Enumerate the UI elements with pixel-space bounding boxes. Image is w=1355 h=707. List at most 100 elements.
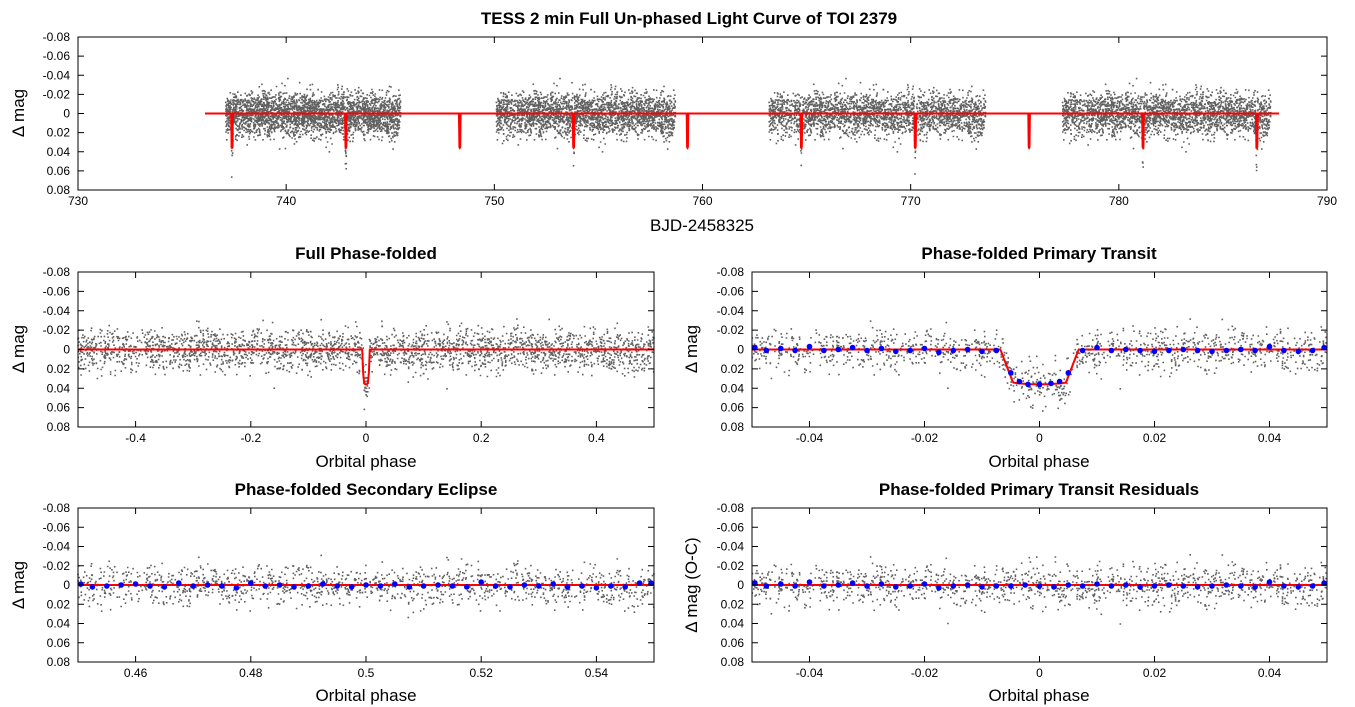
binned-point <box>936 585 942 591</box>
data-points <box>77 318 655 411</box>
y-tick-label: 0.06 <box>47 636 71 650</box>
x-tick-label: 0.2 <box>473 431 490 445</box>
binned-point <box>907 347 913 354</box>
binned-point <box>821 583 827 589</box>
binned-point <box>1252 347 1258 354</box>
y-axis-label: Δ mag <box>9 325 28 373</box>
binned-point <box>878 345 885 352</box>
binned-point <box>363 582 369 588</box>
x-axis-ticks: -0.04 -0.02 0 0.02 0.04 <box>796 508 1282 680</box>
binned-point <box>305 583 312 589</box>
y-axis-ticks: -0.08 -0.06 -0.04 -0.02 0 0.02 0.04 0.06 0.08 <box>43 501 654 669</box>
binned-point <box>118 582 124 588</box>
binned-point <box>821 347 827 354</box>
y-tick-label: -0.04 <box>43 540 71 554</box>
binned-point <box>593 585 600 591</box>
binned-point <box>778 581 784 587</box>
x-axis-label: Orbital phase <box>988 452 1089 471</box>
binned-point <box>1008 370 1014 376</box>
x-tick-label: 760 <box>692 194 712 208</box>
binned-point <box>1048 380 1054 387</box>
binned-point <box>392 581 398 587</box>
model-line <box>752 348 1327 386</box>
y-axis-label: Δ mag <box>682 325 701 373</box>
binned-point <box>1094 344 1100 351</box>
y-tick-label: -0.08 <box>43 501 71 515</box>
binned-point <box>406 584 413 590</box>
binned-point <box>1079 347 1086 354</box>
y-tick-label: -0.06 <box>43 284 71 298</box>
binned-points <box>752 343 1327 388</box>
x-tick-label: -0.02 <box>911 666 939 680</box>
y-tick-label: 0.04 <box>47 145 71 159</box>
model-line <box>78 348 654 386</box>
y-tick-label: 0.08 <box>721 420 745 434</box>
y-tick-label: 0.06 <box>721 636 745 650</box>
binned-point <box>1166 582 1172 588</box>
binned-point <box>835 582 842 588</box>
x-tick-label: 0.5 <box>358 666 375 680</box>
binned-point <box>864 583 870 589</box>
binned-point <box>849 344 856 351</box>
y-tick-label: 0.06 <box>47 164 71 178</box>
binned-point <box>1108 583 1115 589</box>
binned-point <box>1281 347 1287 354</box>
binned-point <box>1137 584 1143 590</box>
binned-point <box>161 584 168 590</box>
binned-point <box>936 349 942 356</box>
chart-title: TESS 2 min Full Un-phased Light Curve of… <box>481 9 897 28</box>
x-tick-label: 0.54 <box>585 666 609 680</box>
binned-point <box>893 348 899 355</box>
y-tick-label: -0.08 <box>43 30 71 44</box>
binned-point <box>1266 343 1273 350</box>
data-points <box>751 318 1328 412</box>
y-tick-label: -0.06 <box>43 520 71 534</box>
binned-point <box>878 581 885 587</box>
y-tick-label: 0 <box>737 343 744 357</box>
y-tick-label: -0.02 <box>43 559 71 573</box>
binned-point <box>348 584 355 590</box>
y-tick-label: 0 <box>63 578 70 592</box>
binned-point <box>435 582 441 588</box>
phase-folded-points <box>751 318 1328 412</box>
binned-point <box>893 584 899 590</box>
x-tick-label: 730 <box>68 194 88 208</box>
binned-point <box>132 581 139 587</box>
binned-point <box>979 584 985 590</box>
y-tick-label: 0.08 <box>721 655 745 669</box>
binned-point <box>536 583 542 589</box>
y-axis-ticks: -0.08 -0.06 -0.04 -0.02 0 0.02 0.04 0.06 0.08 <box>43 265 654 434</box>
binned-point <box>579 583 585 589</box>
x-axis-label: BJD-2458325 <box>650 216 754 235</box>
y-tick-label: -0.02 <box>43 87 71 101</box>
binned-point <box>792 583 798 589</box>
x-tick-label: 0.04 <box>1258 666 1282 680</box>
binned-point <box>778 345 784 352</box>
y-tick-label: 0 <box>737 578 744 592</box>
binned-point <box>334 583 341 589</box>
binned-point <box>1223 582 1230 588</box>
y-tick-label: -0.04 <box>717 304 745 318</box>
chart-title: Full Phase-folded <box>295 244 437 263</box>
x-tick-label: -0.2 <box>240 431 261 445</box>
binned-point <box>262 583 269 589</box>
y-tick-label: -0.06 <box>717 520 745 534</box>
x-tick-label: 0.46 <box>124 666 148 680</box>
y-tick-label: -0.06 <box>717 284 745 298</box>
y-tick-label: 0.08 <box>47 655 71 669</box>
binned-point <box>1016 378 1023 385</box>
binned-point <box>521 582 528 588</box>
phase-folded-points <box>751 554 1328 625</box>
binned-point <box>1137 347 1143 354</box>
binned-point <box>1180 583 1187 589</box>
y-tick-label: 0.02 <box>47 362 71 376</box>
binned-point <box>1008 583 1014 589</box>
binned-point <box>806 343 813 350</box>
binned-point <box>806 579 813 585</box>
x-tick-label: 740 <box>276 194 296 208</box>
binned-points <box>78 579 654 591</box>
x-tick-label: 0.48 <box>239 666 263 680</box>
binned-point <box>492 583 499 589</box>
x-tick-label: 770 <box>901 194 921 208</box>
binned-point <box>104 583 110 589</box>
